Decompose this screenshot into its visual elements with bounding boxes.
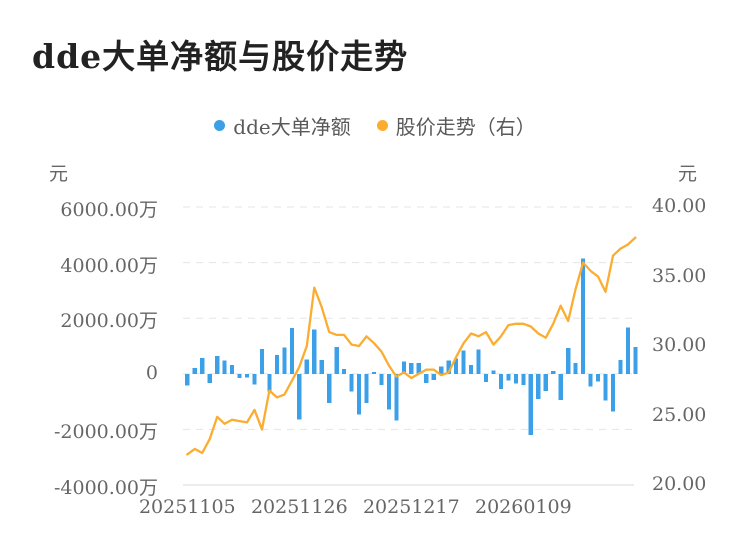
right-axis-tick: 25.00: [652, 403, 707, 426]
dde-net-bar[interactable]: [424, 373, 429, 383]
right-axis-tick: 40.00: [652, 195, 707, 217]
left-axis-tick: 4000.00万: [60, 254, 158, 277]
dde-net-bar[interactable]: [588, 373, 593, 387]
dde-net-bar[interactable]: [192, 368, 197, 374]
dde-net-bar[interactable]: [297, 373, 302, 420]
dde-net-bar[interactable]: [633, 347, 638, 374]
dde-net-bar[interactable]: [274, 354, 279, 374]
dde-net-bar[interactable]: [215, 356, 220, 374]
left-axis-unit: 元: [48, 163, 68, 185]
dde-net-bar[interactable]: [371, 372, 377, 374]
dde-net-bar[interactable]: [439, 366, 444, 374]
dde-net-bar[interactable]: [416, 363, 421, 374]
left-axis-tick: 6000.00万: [60, 199, 158, 221]
left-axis-tick: 0: [145, 361, 158, 384]
left-axis-tick: -2000.00万: [54, 421, 158, 444]
x-axis-tick: 20251105: [138, 496, 236, 518]
dde-net-bar[interactable]: [379, 373, 384, 385]
legend: dde大单净额 股价走势（右）: [0, 111, 750, 140]
dde-net-bar[interactable]: [618, 359, 623, 374]
dde-net-bar[interactable]: [566, 348, 571, 374]
dde-net-bar[interactable]: [431, 373, 436, 380]
dde-net-bar[interactable]: [244, 373, 250, 378]
dde-net-bar[interactable]: [334, 347, 339, 374]
left-axis-tick: 2000.00万: [60, 310, 158, 333]
dde-net-bar[interactable]: [483, 373, 489, 383]
dde-net-bar[interactable]: [289, 328, 294, 374]
price-trend-line[interactable]: [186, 236, 637, 456]
dde-net-bar[interactable]: [401, 361, 406, 374]
legend-dot-icon: [214, 120, 226, 131]
dde-net-bar[interactable]: [603, 373, 608, 401]
left-axis-tick: -4000.00万: [54, 477, 158, 499]
dde-net-bar[interactable]: [207, 373, 212, 383]
dde-net-bar[interactable]: [625, 327, 630, 374]
dde-net-bar[interactable]: [610, 373, 616, 412]
dde-net-bar[interactable]: [491, 370, 496, 374]
dde-net-bar[interactable]: [551, 371, 556, 374]
dde-net-bar[interactable]: [394, 373, 399, 421]
bar-series: [185, 258, 638, 435]
dde-net-bar[interactable]: [461, 350, 466, 374]
dde-net-bar[interactable]: [536, 373, 541, 399]
dde-net-bar[interactable]: [364, 373, 369, 403]
dde-net-bar[interactable]: [200, 358, 205, 374]
dde-net-bar[interactable]: [528, 373, 533, 435]
dde-net-bar[interactable]: [446, 360, 451, 374]
page-title: dde大单净额与股价走势: [32, 37, 409, 76]
right-axis-unit: 元: [678, 163, 698, 185]
legend-label-price: 股价走势（右）: [395, 115, 536, 139]
dde-net-bar[interactable]: [312, 329, 317, 374]
right-axis-tick: 20.00: [652, 473, 707, 495]
x-axis-tick: 20251217: [362, 496, 460, 518]
dde-net-bar[interactable]: [581, 258, 586, 374]
legend-dot-icon: [376, 120, 388, 131]
right-axis-tick: 35.00: [652, 264, 707, 287]
dde-net-bar[interactable]: [595, 373, 601, 382]
dde-net-bar[interactable]: [521, 373, 526, 385]
grid-lines: [183, 206, 634, 486]
dde-net-bar[interactable]: [543, 373, 548, 391]
dde-net-bar[interactable]: [558, 373, 563, 400]
dde-net-bar[interactable]: [409, 363, 414, 374]
dde-net-bar[interactable]: [454, 358, 459, 374]
x-axis-tick: 20251126: [250, 496, 348, 518]
dde-net-bar[interactable]: [342, 369, 347, 374]
dde-net-bar[interactable]: [185, 373, 190, 386]
price-line: [186, 236, 637, 456]
legend-label-dde-net: dde大单净额: [233, 115, 351, 139]
dde-net-bar[interactable]: [327, 373, 332, 403]
dde-net-bar[interactable]: [237, 373, 242, 379]
dde-net-bar[interactable]: [319, 359, 324, 374]
dde-net-bar[interactable]: [513, 373, 518, 384]
legend-item-dde-net[interactable]: dde大单净额: [214, 111, 351, 140]
right-axis-tick: 30.00: [652, 334, 707, 356]
dde-net-bar[interactable]: [252, 373, 257, 385]
dde-net-bar[interactable]: [469, 364, 474, 374]
dde-net-bar[interactable]: [304, 359, 309, 374]
dde-net-bar[interactable]: [349, 373, 354, 392]
dde-net-bar[interactable]: [573, 363, 578, 374]
dde-net-bar[interactable]: [222, 360, 227, 374]
dde-net-bar[interactable]: [267, 373, 272, 392]
legend-item-price[interactable]: 股价走势（右）: [376, 111, 536, 140]
x-axis-tick: 20260109: [475, 496, 572, 518]
dde-net-bar[interactable]: [506, 373, 511, 381]
dde-net-bar[interactable]: [498, 373, 504, 389]
dde-net-bar[interactable]: [476, 349, 481, 374]
dde-net-bar[interactable]: [386, 373, 391, 410]
dde-net-bar[interactable]: [357, 373, 362, 415]
dde-net-bar[interactable]: [282, 347, 287, 374]
dde-net-bar[interactable]: [259, 348, 265, 374]
dde-net-bar[interactable]: [230, 364, 235, 374]
